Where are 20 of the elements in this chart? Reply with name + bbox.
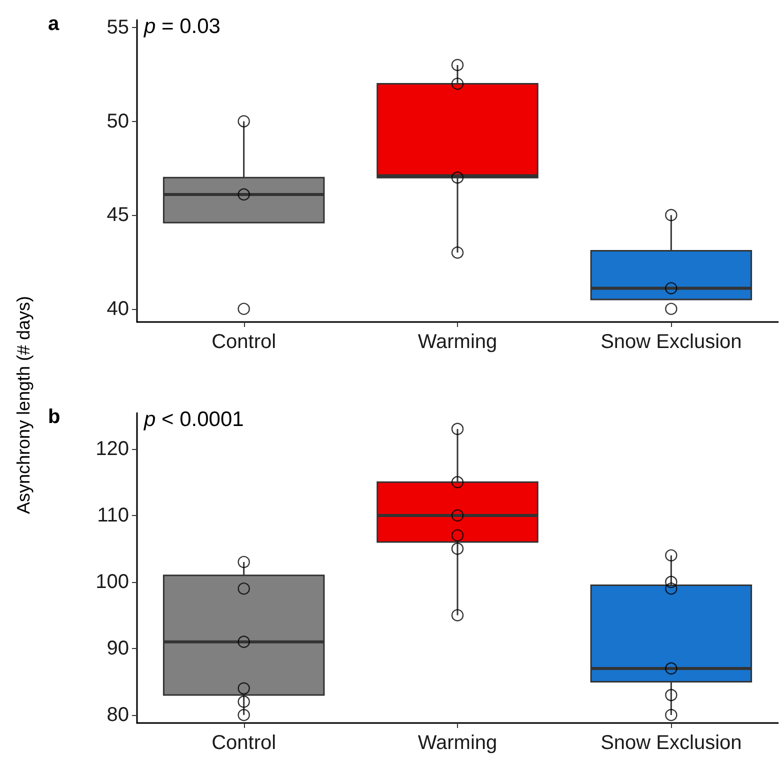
y-tick-label: 120 <box>96 438 129 460</box>
text: a <box>48 13 60 35</box>
x-tick-label: Control <box>212 732 276 754</box>
x-tick-label: Warming <box>418 331 498 353</box>
y-tick-label: 110 <box>97 504 129 526</box>
y-axis-title: Asynchrony length (# days) <box>14 296 34 514</box>
text: b <box>48 406 60 428</box>
y-tick-label: 100 <box>96 570 129 593</box>
y-tick-label: 90 <box>106 637 129 660</box>
y-tick-label: 50 <box>106 110 129 132</box>
y-tick-label: 80 <box>106 704 129 726</box>
y-tick-label: 45 <box>106 204 129 226</box>
y-tick-label: 40 <box>106 298 129 320</box>
x-tick-label: Warming <box>418 732 498 754</box>
annotation: p = 0.03 <box>143 15 220 38</box>
x-tick-label: Snow Exclusion <box>600 732 742 754</box>
x-tick-label: Snow Exclusion <box>600 331 742 353</box>
x-tick-label: Control <box>212 331 276 353</box>
y-tick-label: 55 <box>106 16 129 39</box>
annotation: p < 0.0001 <box>143 408 244 431</box>
